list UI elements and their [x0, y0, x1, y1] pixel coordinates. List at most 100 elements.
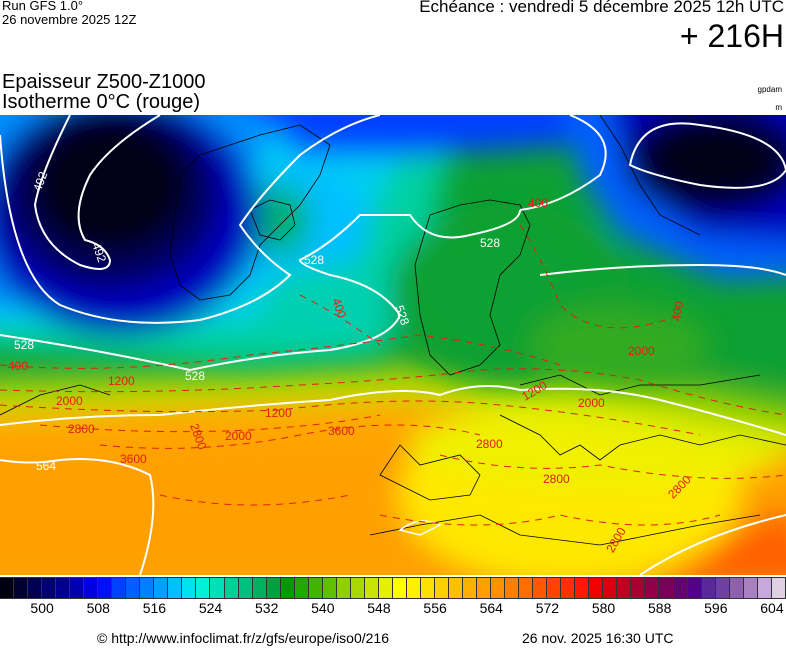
isotherm-label: 2000: [578, 396, 605, 410]
thickness-label: 528: [14, 338, 34, 352]
color-scale-cell: [70, 578, 85, 598]
thickness-label: 492: [30, 169, 50, 193]
weather-map: 492 492 528 528 528 528 528 564 400 400 …: [0, 115, 786, 575]
color-scale-cell: [434, 578, 449, 598]
color-scale-cell: [224, 578, 239, 598]
color-scale-cell: [687, 578, 702, 598]
isotherm-unit: m: [775, 103, 782, 112]
color-scale-cell: [533, 578, 548, 598]
color-scale-cell: [308, 578, 323, 598]
color-scale-cell: [757, 578, 772, 598]
color-scale-cell: [364, 578, 379, 598]
color-scale-label: 500: [30, 600, 54, 616]
color-scale-cell: [505, 578, 520, 598]
source-credit: © http://www.infoclimat.fr/z/gfs/europe/…: [97, 630, 390, 646]
isotherm-label: 2800: [543, 472, 570, 486]
isotherm-label: 2800: [476, 437, 503, 451]
map-subtitle: Isotherme 0°C (rouge): [2, 91, 201, 113]
color-scale-cell: [406, 578, 421, 598]
color-scale-cell: [56, 578, 71, 598]
run-label: Run GFS 1.0°: [2, 0, 84, 13]
color-scale-cell: [42, 578, 57, 598]
color-scale-bar: [0, 577, 786, 599]
isotherm-0c-contours: [0, 224, 786, 526]
color-scale-cell: [336, 578, 351, 598]
color-scale-label: 516: [142, 600, 167, 616]
color-scale-cell: [126, 578, 141, 598]
color-scale-cell: [589, 578, 604, 598]
thickness-field: [0, 115, 786, 575]
color-scale-cell: [322, 578, 337, 598]
color-scale-cell: [701, 578, 716, 598]
color-scale-cell: [715, 578, 730, 598]
color-scale-cell: [112, 578, 127, 598]
color-scale-cell: [0, 578, 15, 598]
color-scale-label: 572: [535, 600, 560, 616]
thickness-label: 492: [89, 241, 109, 265]
color-scale-cell: [378, 578, 393, 598]
color-scale-cell: [547, 578, 562, 598]
color-scale-cell: [477, 578, 492, 598]
color-scale-label: 532: [254, 600, 279, 616]
color-scale-cell: [140, 578, 155, 598]
color-scale-cell: [252, 578, 267, 598]
isotherm-label: 2000: [56, 394, 83, 408]
color-scale-cell: [238, 578, 253, 598]
color-scale-cell: [392, 578, 407, 598]
color-scale-cell: [771, 578, 786, 598]
color-scale-label: 596: [704, 600, 728, 616]
contour-labels: 492 492 528 528 528 528 528 564 400 400 …: [8, 169, 694, 555]
color-scale-labels: 500 508 516 524 532 540 548 556 564 572 580 588 596 6…: [0, 600, 786, 620]
color-scale-cell: [561, 578, 576, 598]
color-scale-cell: [631, 578, 646, 598]
color-scale-cell: [182, 578, 197, 598]
color-scale-cell: [84, 578, 99, 598]
color-scale-cell: [659, 578, 674, 598]
thickness-label: 528: [392, 303, 412, 327]
thickness-contours: [0, 115, 786, 575]
isotherm-label: 1200: [265, 406, 292, 420]
color-scale-label: 548: [367, 600, 391, 616]
color-scale-cell: [449, 578, 464, 598]
color-scale-label: 524: [198, 600, 223, 616]
color-scale-cell: [350, 578, 365, 598]
forecast-valid-time: Echéance : vendredi 5 décembre 2025 12h …: [419, 0, 784, 16]
color-scale-cell: [420, 578, 435, 598]
thickness-label: 564: [36, 459, 56, 473]
color-scale-cell: [645, 578, 660, 598]
isotherm-label: 1200: [108, 374, 135, 388]
isotherm-label: 400: [528, 196, 548, 210]
color-scale-cell: [673, 578, 688, 598]
forecast-horizon: + 216H: [679, 18, 784, 54]
isotherm-label: 400: [8, 359, 28, 373]
color-scale-cell: [28, 578, 43, 598]
thickness-label: 528: [480, 236, 500, 250]
color-scale-label: 580: [591, 600, 616, 616]
isotherm-label: 2000: [225, 429, 252, 443]
isotherm-label: 400: [669, 300, 686, 322]
isotherm-label: 400: [329, 296, 349, 320]
generation-time: 26 nov. 2025 16:30 UTC: [522, 630, 674, 646]
color-scale-label: 508: [86, 600, 110, 616]
color-scale-cell: [575, 578, 590, 598]
color-scale-label: 564: [479, 600, 503, 616]
thickness-label: 528: [185, 369, 205, 383]
isotherm-label: 2000: [628, 344, 655, 358]
color-scale-cell: [294, 578, 309, 598]
color-scale-cell: [519, 578, 534, 598]
color-scale-cell: [196, 578, 211, 598]
color-scale-cell: [463, 578, 478, 598]
color-scale-label: 556: [423, 600, 447, 616]
color-scale-cell: [743, 578, 758, 598]
color-scale-cell: [617, 578, 632, 598]
isotherm-label: 2800: [68, 422, 95, 436]
run-date: 26 novembre 2025 12Z: [2, 12, 137, 27]
color-scale-label: 540: [311, 600, 335, 616]
color-scale-cell: [266, 578, 281, 598]
map-title: Epaisseur Z500-Z1000: [2, 71, 206, 93]
color-scale-label: 604: [760, 600, 784, 616]
color-scale-cell: [491, 578, 506, 598]
color-scale-cell: [14, 578, 29, 598]
color-scale-cell: [98, 578, 113, 598]
color-scale-cell: [603, 578, 618, 598]
